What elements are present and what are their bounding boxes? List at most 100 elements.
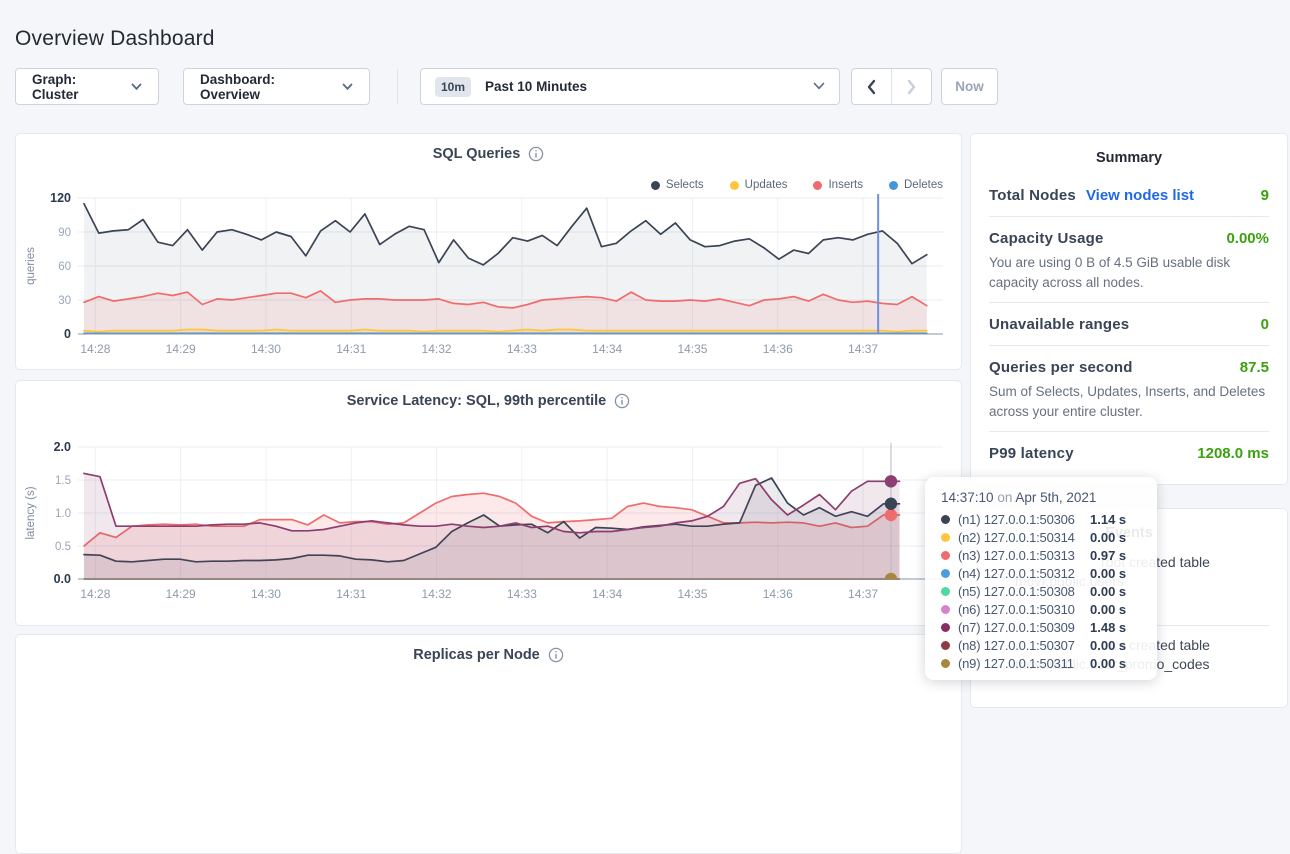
total-nodes-value: 9: [1260, 187, 1269, 204]
unavailable-ranges-value: 0: [1260, 316, 1269, 334]
svg-text:14:33: 14:33: [507, 587, 537, 601]
legend-dot: [650, 180, 660, 190]
legend-item-deletes[interactable]: Deletes: [889, 179, 943, 191]
node-color-dot: [941, 568, 950, 578]
svg-text:14:37: 14:37: [848, 587, 878, 601]
chevron-down-icon: [131, 79, 142, 94]
legend-item-selects[interactable]: Selects: [650, 179, 704, 191]
capacity-usage-value: 0.00%: [1226, 230, 1269, 247]
node-color-dot: [941, 514, 950, 524]
p99-latency-value: 1208.0 ms: [1197, 445, 1269, 463]
graph-scope-dropdown-label: Graph: Cluster: [32, 71, 79, 102]
summary-row-capacity: Capacity Usage 0.00%: [989, 217, 1269, 259]
svg-text:14:36: 14:36: [763, 587, 793, 601]
node-color-dot: [941, 550, 950, 560]
info-icon[interactable]: [548, 647, 564, 663]
tooltip-row: (n4) 127.0.0.1:50312 0.00 s: [941, 564, 1141, 582]
summary-panel: Summary Total Nodes View nodes list 9 Ca…: [970, 133, 1288, 485]
svg-text:120: 120: [50, 191, 71, 205]
service-latency-chart[interactable]: 0.0 0.5 1.0 1.5 2.0 14:28 14:29 14:30 14:31 14:32…: [20, 439, 957, 603]
legend-item-inserts[interactable]: Inserts: [813, 179, 863, 191]
divider: [989, 431, 1269, 433]
tooltip-row: (n6) 127.0.0.1:50310 0.00 s: [941, 600, 1141, 618]
node-color-dot: [941, 658, 950, 668]
replicas-per-node-chart-card: Replicas per Node: [15, 634, 962, 854]
svg-text:14:30: 14:30: [251, 342, 281, 356]
time-range-dropdown[interactable]: 10m Past 10 Minutes: [420, 68, 840, 105]
divider: [989, 216, 1269, 217]
node-color-dot: [941, 622, 950, 632]
svg-text:0: 0: [64, 327, 71, 341]
svg-text:14:35: 14:35: [677, 342, 707, 356]
view-nodes-list-link[interactable]: View nodes list: [1085, 187, 1195, 204]
divider: [989, 302, 1269, 304]
svg-text:1.0: 1.0: [55, 508, 71, 520]
total-nodes-label: Total Nodes: [989, 187, 1076, 204]
svg-text:14:37: 14:37: [848, 342, 878, 356]
tooltip-row: (n3) 127.0.0.1:50313 0.97 s: [941, 546, 1141, 564]
svg-text:14:29: 14:29: [166, 342, 196, 356]
overview-dashboard-page: Overview Dashboard Graph: Cluster Dashbo…: [15, 27, 1288, 854]
tooltip-row: (n2) 127.0.0.1:50314 0.00 s: [941, 528, 1141, 546]
node-color-dot: [941, 586, 950, 596]
replicas-per-node-chart-title: Replicas per Node: [413, 647, 540, 663]
legend-item-updates[interactable]: Updates: [729, 179, 787, 191]
svg-text:14:28: 14:28: [80, 587, 110, 601]
graph-scope-dropdown[interactable]: Graph: Cluster: [15, 68, 159, 105]
time-step-buttons: [851, 68, 932, 105]
chevron-down-icon: [342, 79, 353, 94]
service-latency-chart-card: Service Latency: SQL, 99th percentile 0.…: [15, 380, 962, 626]
sql-queries-chart-card: SQL Queries Selects Updates Inserts Deletes…: [15, 133, 962, 370]
summary-row-p99-latency: P99 latency 1208.0 ms: [989, 432, 1269, 474]
svg-text:14:34: 14:34: [592, 342, 622, 356]
svg-text:14:31: 14:31: [336, 342, 366, 356]
dashboard-dropdown-label: Dashboard: Overview: [200, 71, 276, 102]
info-icon[interactable]: [528, 146, 544, 162]
summary-row-unavailable-ranges: Unavailable ranges 0: [989, 303, 1269, 345]
svg-text:latency (s): latency (s): [25, 486, 37, 539]
legend-dot: [889, 180, 898, 190]
toolbar-divider: [397, 69, 398, 104]
node-color-dot: [941, 640, 950, 650]
svg-text:14:33: 14:33: [507, 342, 537, 356]
svg-text:0.5: 0.5: [55, 541, 71, 553]
capacity-usage-description: You are using 0 B of 4.5 GiB usable disk…: [989, 255, 1231, 290]
summary-heading: Summary: [1095, 150, 1163, 166]
sql-queries-chart[interactable]: 0 30 60 90 120 14:28 14:29 14:30 14:31 14:32 14:33…: [20, 190, 957, 358]
svg-text:2.0: 2.0: [54, 440, 71, 454]
time-step-back-button[interactable]: [852, 69, 891, 104]
legend-dot: [729, 180, 739, 190]
divider: [989, 345, 1269, 347]
unavailable-ranges-label: Unavailable ranges: [989, 316, 1130, 334]
dashboard-dropdown[interactable]: Dashboard: Overview: [183, 68, 370, 105]
queries-per-second-label: Queries per second: [989, 359, 1133, 377]
tooltip-row: (n8) 127.0.0.1:50307 0.00 s: [941, 636, 1141, 654]
summary-row-qps: Queries per second 87.5: [989, 346, 1269, 388]
now-button[interactable]: Now: [941, 68, 998, 105]
time-range-badge: 10m: [435, 76, 472, 97]
info-icon[interactable]: [614, 393, 630, 409]
svg-text:30: 30: [58, 295, 71, 307]
sql-queries-legend: Selects Updates Inserts Deletes: [650, 179, 943, 191]
tooltip-row: (n5) 127.0.0.1:50308 0.00 s: [941, 582, 1141, 600]
tooltip-row: (n7) 127.0.0.1:50309 1.48 s: [941, 618, 1141, 636]
svg-text:1.5: 1.5: [55, 475, 71, 487]
svg-text:14:34: 14:34: [592, 587, 622, 601]
time-step-forward-button[interactable]: [891, 69, 931, 104]
tooltip-node-values: (n1) 127.0.0.1:50306 1.14 s (n2) 127.0.0.1…: [941, 510, 1141, 672]
page-title: Overview Dashboard: [15, 27, 215, 51]
svg-text:0.0: 0.0: [54, 572, 71, 586]
svg-text:queries: queries: [25, 247, 37, 285]
tooltip-row: (n9) 127.0.0.1:50311 0.00 s: [941, 654, 1141, 672]
service-latency-chart-title: Service Latency: SQL, 99th percentile: [346, 393, 607, 409]
svg-text:14:30: 14:30: [251, 587, 281, 601]
queries-per-second-value: 87.5: [1239, 359, 1269, 377]
chart-hover-tooltip: 14:37:10 on Apr 5th, 2021 (n1) 127.0.0.1…: [925, 477, 1157, 680]
tooltip-timestamp: 14:37:10 on Apr 5th, 2021: [941, 490, 1097, 505]
svg-text:14:35: 14:35: [677, 587, 707, 601]
svg-text:14:32: 14:32: [422, 587, 452, 601]
legend-dot: [813, 180, 823, 190]
chevron-down-icon: [813, 79, 825, 94]
p99-latency-label: P99 latency: [989, 445, 1074, 463]
svg-text:90: 90: [58, 227, 71, 239]
